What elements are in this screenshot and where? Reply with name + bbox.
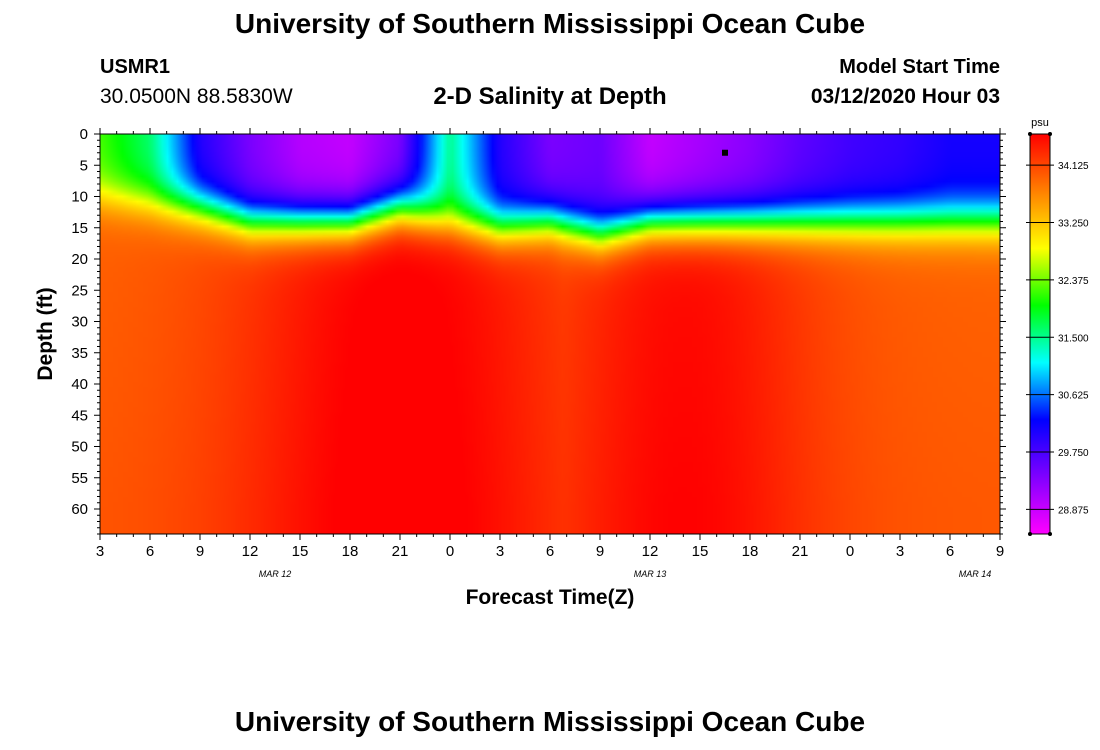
x-tick-label: 6	[946, 543, 954, 560]
colorbar-tick-label: 31.500	[1058, 333, 1089, 344]
colorbar-tick-label: 29.750	[1058, 448, 1089, 459]
x-tick-label: 9	[996, 543, 1004, 560]
bottom-title: University of Southern Mississippi Ocean…	[234, 706, 866, 737]
y-tick-label: 50	[71, 439, 88, 456]
date-label: MAR 12	[259, 569, 292, 579]
y-tick-label: 40	[71, 376, 88, 393]
date-label: MAR 13	[634, 569, 667, 579]
colorbar-tick-label: 30.625	[1058, 391, 1089, 402]
x-tick-label: 18	[742, 543, 759, 560]
x-tick-label: 9	[196, 543, 204, 560]
main-title: University of Southern Mississippi Ocean…	[234, 8, 866, 39]
plot-title: 2-D Salinity at Depth	[433, 83, 667, 110]
salinity-heatmap-image	[100, 134, 1000, 534]
x-tick-label: 12	[642, 543, 659, 560]
x-tick-label: 3	[896, 543, 904, 560]
x-tick-label: 15	[292, 543, 309, 560]
colorbar-corner	[1028, 132, 1032, 136]
x-tick-label: 15	[692, 543, 709, 560]
model-start-label: Model Start Time	[839, 56, 1000, 78]
colorbar-tick-label: 28.875	[1058, 505, 1089, 516]
colorbar	[1029, 133, 1051, 535]
x-tick-label: 6	[546, 543, 554, 560]
y-tick-label: 0	[80, 126, 88, 143]
x-tick-label: 18	[342, 543, 359, 560]
y-tick-label: 30	[71, 314, 88, 331]
x-tick-label: 0	[846, 543, 854, 560]
date-label: MAR 14	[959, 569, 992, 579]
colorbar-corner	[1048, 132, 1052, 136]
x-tick-label: 12	[242, 543, 259, 560]
y-tick-label: 5	[80, 157, 88, 174]
y-tick-label: 35	[71, 345, 88, 362]
x-axis-label: Forecast Time(Z)	[466, 586, 635, 609]
y-tick-label: 25	[71, 282, 88, 299]
x-tick-label: 3	[496, 543, 504, 560]
colorbar-corner	[1048, 532, 1052, 536]
x-tick-label: 0	[446, 543, 454, 560]
y-tick-label: 60	[71, 501, 88, 518]
station-coordinates: 30.0500N 88.5830W	[100, 85, 293, 108]
x-tick-label: 9	[596, 543, 604, 560]
colorbar-tick-label: 34.125	[1058, 161, 1089, 172]
y-axis-label: Depth (ft)	[34, 287, 57, 380]
station-marker	[722, 149, 728, 156]
colorbar-corner	[1028, 532, 1032, 536]
y-tick-label: 15	[71, 220, 88, 237]
x-tick-label: 21	[392, 543, 409, 560]
colorbar-tick-label: 33.250	[1058, 219, 1089, 230]
station-id: USMR1	[100, 56, 171, 78]
x-tick-label: 3	[96, 543, 104, 560]
y-tick-label: 10	[71, 189, 88, 206]
colorbar-unit: psu	[1031, 117, 1049, 129]
x-tick-label: 6	[146, 543, 154, 560]
y-tick-label: 45	[71, 407, 88, 424]
x-tick-label: 21	[792, 543, 809, 560]
y-tick-label: 55	[71, 470, 88, 487]
model-start-time: 03/12/2020 Hour 03	[810, 85, 1000, 108]
colorbar-tick-label: 32.375	[1058, 276, 1089, 287]
y-tick-label: 20	[71, 251, 88, 268]
